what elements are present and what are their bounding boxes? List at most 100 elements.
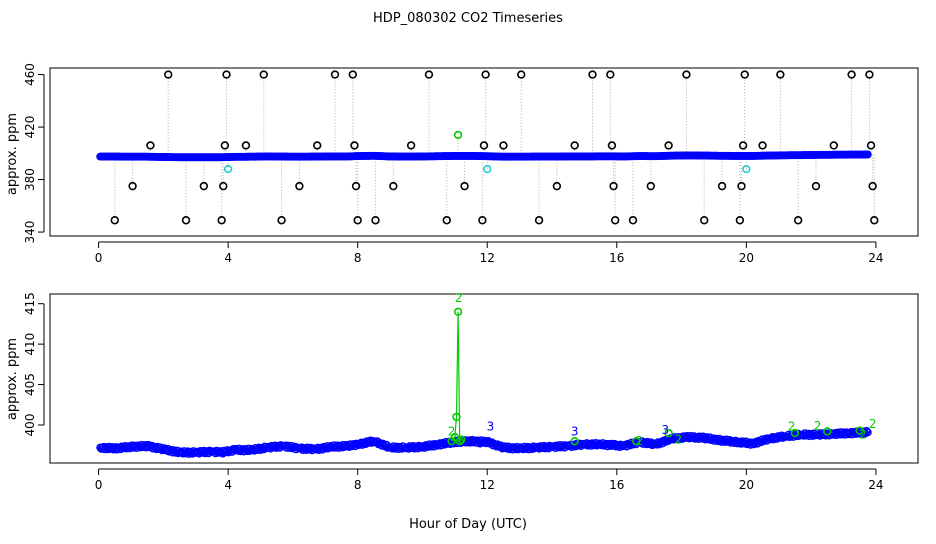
data-point: [424, 70, 434, 79]
x-tick-label: 4: [224, 478, 232, 492]
data-point: [758, 141, 767, 150]
data-point: [700, 216, 709, 225]
data-point: [570, 141, 579, 150]
data-point: [793, 216, 803, 225]
data-point: [865, 70, 874, 79]
data-point: [313, 141, 322, 150]
y-tick-label: 380: [23, 168, 37, 191]
data-point: [868, 181, 877, 191]
data-point: [371, 216, 380, 225]
x-tick-label: 0: [95, 251, 103, 265]
data-point: [128, 181, 137, 191]
data-point: [330, 70, 340, 79]
data-point: [664, 428, 673, 438]
plot-area: [96, 307, 872, 458]
data-point: [610, 216, 620, 225]
data-point: [863, 428, 872, 437]
y-axis-label-bottom: approx. ppm: [5, 338, 20, 420]
data-point: [646, 181, 655, 191]
y-tick-label: 420: [23, 116, 37, 139]
point-annotation: 3: [571, 425, 579, 439]
point-annotation: 2: [814, 419, 822, 433]
data-point: [353, 216, 362, 225]
data-point: [478, 216, 487, 225]
x-tick-label: 20: [739, 251, 754, 265]
data-point: [866, 141, 876, 150]
point-annotation: 3: [487, 420, 495, 434]
data-point: [517, 70, 526, 79]
data-point: [552, 181, 562, 191]
point-annotation: 2: [869, 417, 877, 431]
data-point: [146, 141, 155, 150]
point-annotation: 3: [477, 437, 485, 451]
data-point: [499, 141, 508, 150]
data-point: [241, 141, 251, 150]
data-point: [481, 70, 490, 79]
data-point: [219, 181, 228, 191]
data-point: [738, 141, 748, 150]
data-point: [588, 70, 597, 79]
data-point: [222, 70, 231, 79]
data-point: [823, 427, 832, 436]
data-point: [870, 216, 879, 225]
data-point: [735, 216, 745, 225]
x-tick-label: 12: [480, 478, 495, 492]
data-point: [682, 70, 691, 79]
data-point: [664, 141, 673, 150]
y-tick-label: 340: [23, 221, 37, 244]
data-point: [742, 164, 751, 174]
data-point: [223, 164, 233, 174]
data-point: [628, 216, 638, 225]
x-tick-label: 16: [609, 478, 624, 492]
data-point: [607, 141, 617, 150]
x-tick-label: 24: [868, 251, 883, 265]
panel-top: approx. ppm 0 4 8 12 16 20 24 340 380 420 460: [5, 63, 919, 265]
x-tick-label: 8: [354, 251, 362, 265]
point-annotation: 2: [455, 291, 463, 305]
point-annotation: 2: [859, 428, 867, 442]
data-point: [811, 181, 821, 191]
point-annotation: 2: [675, 433, 683, 447]
data-point: [351, 181, 361, 191]
data-point: [534, 216, 544, 225]
data-point: [110, 216, 119, 225]
data-point: [164, 70, 173, 79]
spike-trace: [451, 311, 462, 443]
data-point: [606, 70, 615, 79]
data-point: [389, 181, 398, 191]
point-annotation: 2: [636, 434, 644, 448]
y-tick-label: 400: [23, 414, 37, 437]
data-point: [737, 181, 746, 191]
data-point: [457, 435, 466, 444]
x-tick-label: 8: [354, 478, 362, 492]
chart-title: HDP_080302 CO2 Timeseries: [373, 11, 563, 26]
data-point: [790, 428, 800, 438]
data-point: [460, 181, 469, 191]
data-point: [609, 181, 618, 191]
data-point: [855, 426, 864, 435]
x-axis-label: Hour of Day (UTC): [409, 517, 527, 532]
y-tick-label: 460: [23, 63, 37, 86]
data-point: [181, 216, 191, 225]
data-point: [632, 436, 641, 446]
data-point: [350, 141, 359, 150]
y-tick-label: 405: [23, 373, 37, 396]
x-tick-label: 20: [739, 478, 754, 492]
point-annotation: 2: [788, 420, 796, 434]
x-tick-label: 12: [480, 251, 495, 265]
data-point: [776, 70, 785, 79]
data-point: [277, 216, 286, 225]
data-point: [442, 216, 451, 225]
data-point: [483, 164, 492, 174]
plot-frame-top: [49, 67, 919, 237]
x-tick-label: 4: [224, 251, 232, 265]
data-point: [217, 216, 226, 225]
plot-frame-bottom: [49, 293, 919, 464]
data-point: [348, 70, 358, 79]
point-annotation: 3: [662, 423, 670, 437]
plot-area: [96, 70, 879, 225]
point-annotation: 2: [448, 425, 456, 439]
data-point: [479, 141, 489, 150]
